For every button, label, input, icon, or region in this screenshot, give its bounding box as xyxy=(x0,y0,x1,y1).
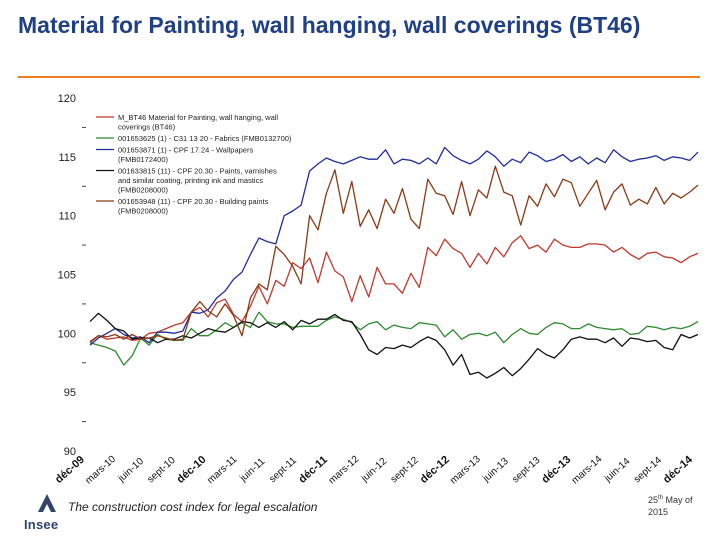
x-tick-label: mars-14 xyxy=(570,453,605,486)
legend-label-3: 001653871 (1) - CPF 17.24 - Wallpapers (F… xyxy=(118,146,253,165)
x-tick-label: sept-12 xyxy=(389,455,421,486)
logo-text: Insee xyxy=(24,517,59,532)
x-tick-label: sept-13 xyxy=(510,455,542,486)
x-tick-label: mars-13 xyxy=(448,453,483,486)
x-tick-label: juin-10 xyxy=(116,456,147,485)
y-tick-label: 90 xyxy=(64,446,76,458)
x-tick-label: déc-12 xyxy=(418,454,452,486)
y-tick-label: 100 xyxy=(58,328,76,340)
chart-lines xyxy=(89,146,699,379)
series-line-4 xyxy=(89,312,699,379)
x-tick-label: mars-11 xyxy=(205,454,239,487)
y-tick-label: 110 xyxy=(58,211,76,223)
footer-caption: The construction cost index for legal es… xyxy=(68,500,318,514)
footer-date: 25th May of 2015 xyxy=(648,492,712,518)
series-line-5 xyxy=(89,165,699,343)
x-tick-label: déc-10 xyxy=(175,454,209,486)
series-line-1 xyxy=(89,235,699,344)
x-tick-label: sept-10 xyxy=(145,455,177,486)
x-tick-label: juin-14 xyxy=(602,456,633,485)
legend-label-1: M_BT46 Material for Painting, wall hangi… xyxy=(118,113,278,132)
insee-logo: Insee xyxy=(24,492,64,536)
y-tick-label: 95 xyxy=(64,387,76,399)
series-line-2 xyxy=(89,311,699,366)
slide-title: Material for Painting, wall hanging, wal… xyxy=(18,12,641,38)
x-tick-label: juin-11 xyxy=(237,456,267,485)
x-tick-label: sept-11 xyxy=(267,455,299,485)
y-tick-label: 115 xyxy=(58,152,76,164)
chart-legend: M_BT46 Material for Painting, wall hangi… xyxy=(96,113,292,216)
x-tick-label: juin-13 xyxy=(480,456,511,485)
title-divider xyxy=(18,76,700,78)
x-tick-label: déc-09 xyxy=(53,454,87,486)
y-tick-label: 120 xyxy=(58,93,76,105)
x-tick-label: mars-10 xyxy=(83,453,118,486)
x-tick-label: déc-11 xyxy=(296,454,329,486)
date-day: 25 xyxy=(648,495,659,505)
insee-logo-mark-icon xyxy=(38,494,56,512)
y-tick-label: 105 xyxy=(58,270,76,282)
x-tick-label: déc-13 xyxy=(539,454,573,486)
legend-label-5: 001653948 (11) - CPF 20.30 - Building pa… xyxy=(118,197,269,216)
date-rest: May of 2015 xyxy=(648,495,693,517)
x-tick-label: sept-14 xyxy=(632,455,664,486)
legend-label-2: 001653625 (1) - C31 13 20 - Fabrics (FMB… xyxy=(118,134,292,143)
date-suffix: th xyxy=(658,495,664,501)
x-tick-label: mars-12 xyxy=(327,453,362,486)
x-tick-label: déc-14 xyxy=(661,453,696,486)
legend-label-4: 001633815 (11) - CPF 20.30 - Paints, var… xyxy=(118,167,277,195)
x-tick-label: juin-12 xyxy=(359,456,390,485)
